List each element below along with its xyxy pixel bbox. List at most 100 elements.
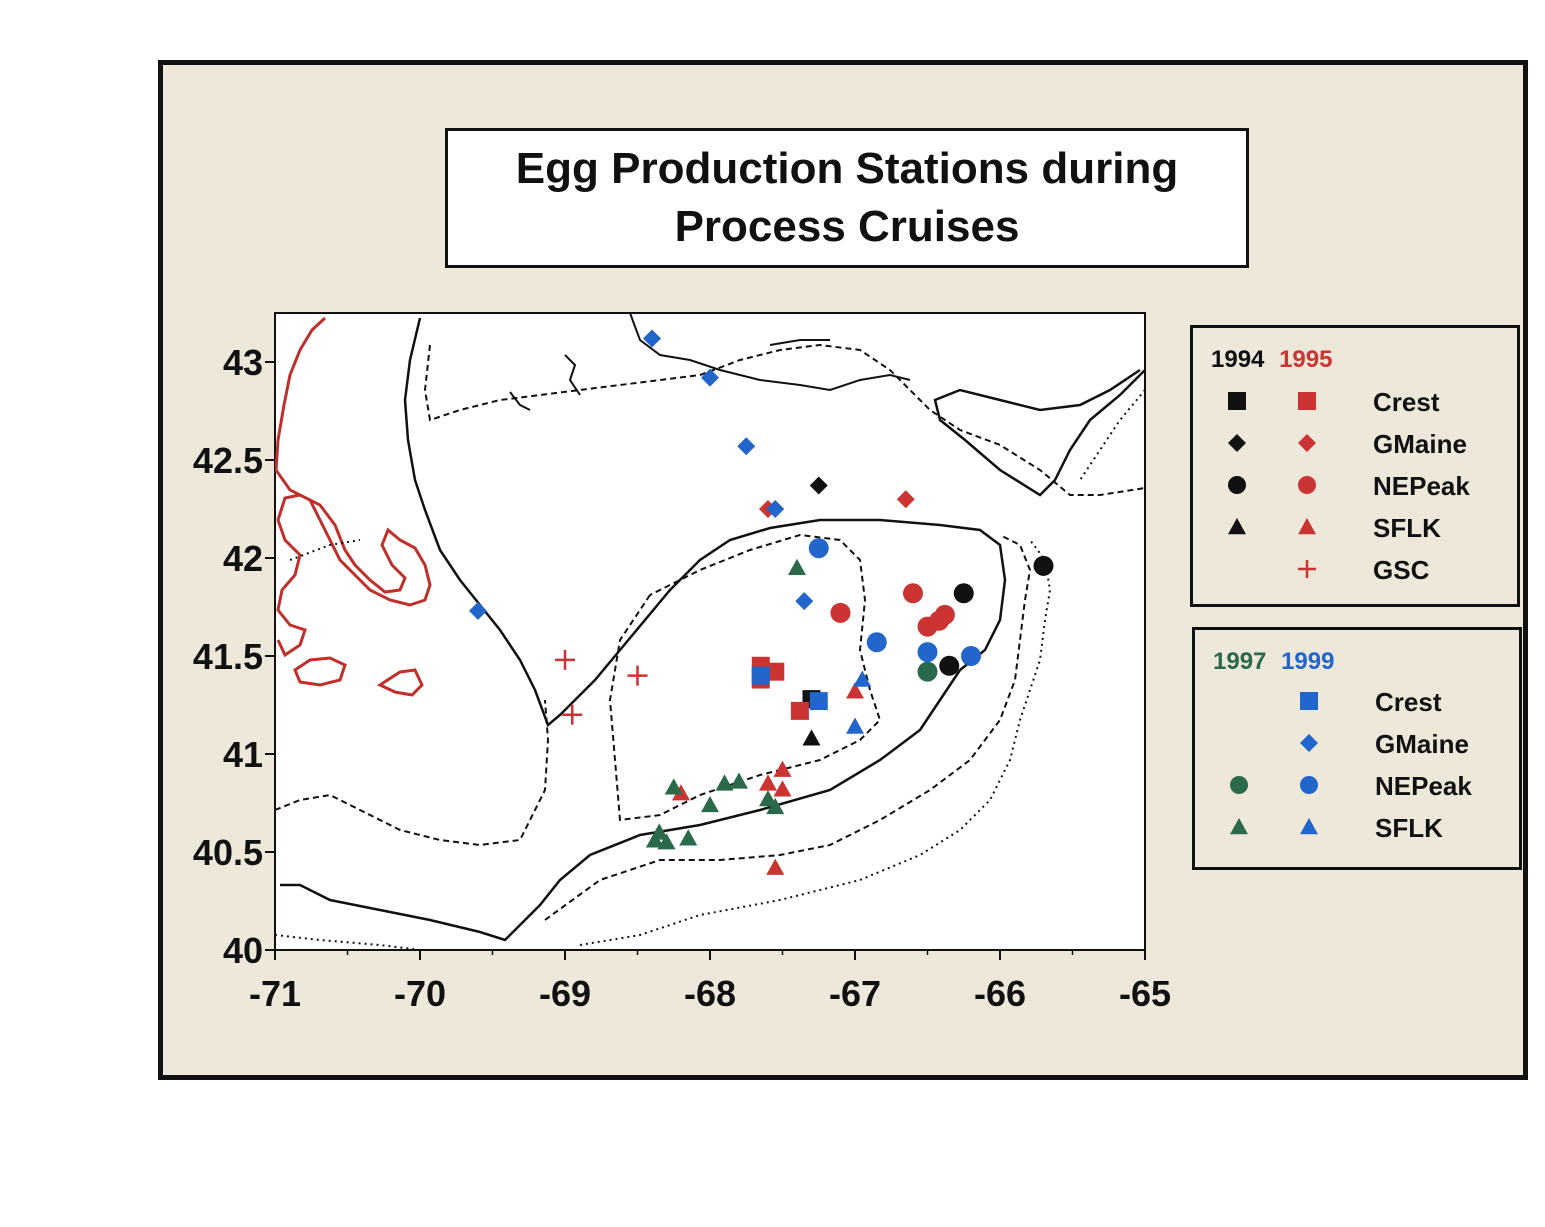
legend-year-1997: 1997 bbox=[1213, 648, 1267, 675]
legend-marker-triangle bbox=[1300, 818, 1318, 835]
legend-label: GSC bbox=[1373, 555, 1430, 585]
legend-marker-circle bbox=[1300, 776, 1318, 794]
legend-marker-diamond bbox=[1300, 734, 1318, 752]
x-tick-label: -70 bbox=[394, 973, 446, 1014]
legend-header: 1997 1999 bbox=[1213, 648, 1334, 676]
y-tick-label: 41.5 bbox=[193, 636, 263, 677]
station-1997-sflk bbox=[679, 829, 698, 846]
station-1995-crest bbox=[766, 662, 785, 681]
station-markers bbox=[469, 329, 1054, 875]
station-1994-nepeak bbox=[939, 655, 960, 676]
legend-marker-circle bbox=[1298, 476, 1316, 494]
legend-symbol-triangle-icon bbox=[1300, 818, 1318, 835]
legend-label: Crest bbox=[1375, 687, 1442, 717]
legend-symbol-triangle-icon bbox=[1298, 518, 1316, 535]
legend-symbol-square-icon bbox=[1298, 392, 1316, 410]
legend-symbol-triangle-icon bbox=[1230, 818, 1248, 835]
legend-marker-plus bbox=[1298, 560, 1316, 578]
legend-label: SFLK bbox=[1373, 513, 1441, 543]
station-1995-sflk bbox=[759, 774, 777, 791]
legend-marker-square bbox=[1228, 392, 1246, 410]
station-1999-nepeak bbox=[961, 646, 981, 666]
legend-symbol-circle-icon bbox=[1228, 476, 1246, 494]
station-1997-nepeak bbox=[917, 661, 938, 682]
station-1997-sflk bbox=[788, 558, 806, 575]
legend-label: GMaine bbox=[1375, 729, 1469, 759]
legend-marker-circle bbox=[1230, 776, 1248, 794]
station-1997-sflk bbox=[645, 831, 664, 848]
station-1999-gmaine bbox=[469, 601, 487, 620]
station-1994-nepeak bbox=[1033, 555, 1054, 576]
station-1999-nepeak bbox=[808, 538, 829, 559]
legend-marker-triangle bbox=[1228, 518, 1246, 535]
legend-marker-diamond bbox=[1228, 434, 1246, 452]
legend-marker-triangle bbox=[1230, 818, 1248, 835]
station-1995-sflk bbox=[773, 760, 792, 777]
station-1994-gmaine bbox=[809, 476, 828, 495]
station-1997-sflk bbox=[664, 778, 683, 795]
x-tick-label: -71 bbox=[249, 973, 301, 1014]
station-1999-crest bbox=[751, 666, 770, 685]
station-1995-gsc bbox=[562, 704, 583, 725]
legend-1994-1995: 1994 1995 Crest GMaine NEPeak SFLK GSC bbox=[1190, 325, 1520, 607]
x-tick-label: -65 bbox=[1119, 973, 1171, 1014]
station-1995-sflk bbox=[766, 858, 785, 875]
legend-symbol-triangle-icon bbox=[1228, 518, 1246, 535]
station-1997-sflk bbox=[730, 772, 748, 789]
legend-label: NEPeak bbox=[1373, 471, 1470, 501]
x-tick-label: -67 bbox=[829, 973, 881, 1014]
station-1999-crest bbox=[809, 692, 828, 711]
legend-year-1995: 1995 bbox=[1279, 346, 1333, 373]
station-1997-sflk bbox=[657, 833, 676, 850]
legend-symbol-plus-icon bbox=[1298, 560, 1316, 578]
x-tick-label: -68 bbox=[684, 973, 736, 1014]
legend-row-gmaine: GMaine bbox=[1195, 723, 1519, 763]
station-1997-sflk bbox=[715, 774, 734, 791]
station-1994-sflk bbox=[802, 729, 821, 746]
station-1995-sflk bbox=[846, 682, 864, 699]
legend-marker-square bbox=[1300, 692, 1318, 710]
title-box: Egg Production Stations during Process C… bbox=[445, 128, 1249, 268]
legend-row-crest: Crest bbox=[1193, 381, 1517, 421]
station-1995-nepeak bbox=[903, 583, 923, 604]
station-1997-sflk bbox=[701, 795, 719, 813]
legend-symbol-diamond-icon bbox=[1298, 434, 1316, 452]
isobath-100m-dashed bbox=[275, 343, 1145, 921]
station-1997-sflk bbox=[759, 790, 777, 807]
legend-row-nepeak: NEPeak bbox=[1195, 765, 1519, 805]
station-1999-nepeak bbox=[866, 632, 887, 653]
station-1999-gmaine bbox=[795, 592, 814, 611]
station-1995-gsc bbox=[555, 649, 575, 670]
legend-row-nepeak: NEPeak bbox=[1193, 465, 1517, 505]
title-line-2: Process Cruises bbox=[674, 202, 1020, 251]
legend-year-1994: 1994 bbox=[1211, 346, 1265, 373]
station-1999-gmaine bbox=[766, 500, 785, 518]
legend-marker-triangle bbox=[1298, 518, 1316, 535]
x-tick-label: -69 bbox=[539, 973, 591, 1014]
station-1995-sflk bbox=[773, 780, 792, 797]
station-1995-nepeak bbox=[830, 602, 851, 623]
legend-row-gsc: GSC bbox=[1193, 549, 1517, 589]
legend-label: NEPeak bbox=[1375, 771, 1472, 801]
station-1999-gmaine bbox=[737, 437, 756, 456]
legend-marker-diamond bbox=[1298, 434, 1316, 452]
legend-row-gmaine: GMaine bbox=[1193, 423, 1517, 463]
y-tick-label: 43 bbox=[223, 342, 263, 383]
station-1994-nepeak bbox=[953, 583, 974, 604]
y-tick-label: 41 bbox=[223, 734, 263, 775]
legend-label: GMaine bbox=[1373, 429, 1467, 459]
legend-symbol-circle-icon bbox=[1230, 776, 1248, 794]
legend-symbol-square-icon bbox=[1228, 392, 1246, 410]
station-1999-gmaine bbox=[643, 329, 661, 348]
y-tick-label: 42 bbox=[223, 538, 263, 579]
coastlines bbox=[275, 313, 1145, 950]
legend-row-sflk: SFLK bbox=[1195, 807, 1519, 847]
station-1999-sflk bbox=[846, 717, 864, 734]
station-1995-gmaine bbox=[896, 490, 915, 509]
legend-label: Crest bbox=[1373, 387, 1440, 417]
y-tick-label: 40.5 bbox=[193, 832, 263, 873]
legend-marker-circle bbox=[1228, 476, 1246, 494]
station-1999-nepeak bbox=[917, 642, 938, 663]
legend-1997-1999: 1997 1999 Crest GMaine NEPeak SFLK bbox=[1192, 627, 1522, 870]
